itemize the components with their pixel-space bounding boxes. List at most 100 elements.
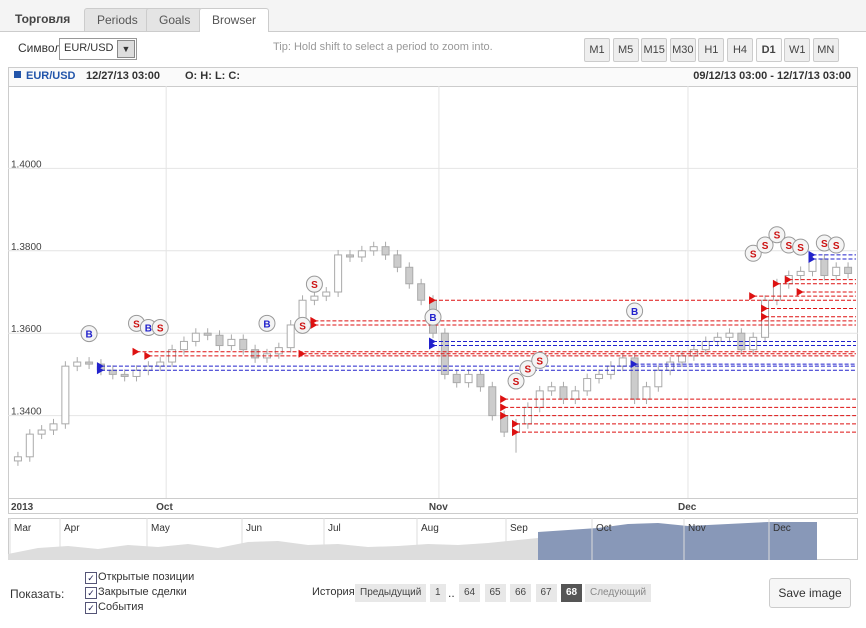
month-label: Jul — [328, 523, 341, 534]
trade-arrow — [808, 255, 816, 264]
page-button[interactable]: 66 — [510, 584, 532, 602]
candle-body — [547, 386, 556, 392]
trade-marker[interactable] — [792, 238, 810, 256]
page-button[interactable]: 68 — [561, 584, 583, 602]
timeframe-button[interactable]: M5 — [612, 38, 639, 62]
candle-body — [630, 357, 639, 400]
page-button[interactable]: 64 — [459, 584, 481, 602]
trade-arrow — [630, 360, 638, 369]
trade-marker[interactable] — [768, 226, 786, 244]
trade-arrow — [761, 304, 769, 313]
trade-arrow — [796, 288, 804, 296]
page-button[interactable]: 65 — [484, 584, 506, 602]
candle-body — [571, 390, 580, 400]
candle-body — [156, 361, 165, 367]
prev-button[interactable]: Предыдущий — [355, 584, 427, 602]
trade-marker[interactable] — [744, 244, 762, 262]
marker-label: S — [797, 243, 804, 254]
checkbox-label: События — [98, 601, 144, 613]
timeframe-button[interactable]: D1 — [755, 38, 782, 62]
checkbox[interactable]: ✓ — [85, 587, 97, 599]
symbol-label: Символ — [18, 41, 62, 55]
y-tick-label: 1.3400 — [11, 407, 42, 418]
trade-marker[interactable] — [305, 275, 323, 293]
checkbox[interactable]: ✓ — [85, 602, 97, 614]
candle-body — [108, 369, 117, 375]
symbol-value: EUR/USD — [64, 42, 114, 54]
trade-marker[interactable] — [519, 360, 537, 378]
page-button[interactable]: 1 — [430, 584, 446, 602]
tab[interactable]: Browser — [199, 8, 270, 32]
timeframe-button[interactable]: M1 — [584, 38, 610, 62]
timeframe-button[interactable]: M30 — [669, 38, 696, 62]
candle-body — [322, 291, 331, 297]
month-label: Dec — [773, 523, 791, 534]
trade-marker[interactable] — [626, 302, 644, 320]
trade-marker[interactable] — [294, 316, 312, 334]
trade-marker[interactable] — [531, 351, 549, 369]
candle-body — [796, 270, 805, 277]
candle-body — [618, 357, 627, 367]
month-label: Sep — [510, 523, 528, 534]
month-label: Nov — [688, 523, 706, 534]
tab[interactable]: Goals — [146, 8, 204, 31]
timeframe-button[interactable]: H1 — [698, 38, 725, 62]
trade-marker[interactable] — [756, 236, 774, 254]
header-time: 12/27/13 03:00 — [86, 70, 161, 82]
ellipsis: .. — [448, 586, 455, 600]
symbol-icon — [14, 71, 21, 78]
trade-marker[interactable] — [258, 314, 276, 332]
candle-body — [132, 369, 141, 377]
header-range: 09/12/13 03:00 - 12/17/13 03:00 — [693, 70, 851, 82]
candle-body — [725, 332, 734, 338]
tab[interactable]: Periods — [84, 8, 151, 31]
candle-body — [25, 433, 34, 458]
candle-body — [405, 266, 414, 285]
timeframe-button[interactable]: H4 — [727, 38, 753, 62]
trade-arrow — [772, 279, 780, 288]
header-ohlc: O: H: L: C: — [185, 70, 240, 82]
timeframe-button[interactable]: W1 — [784, 38, 811, 62]
candle-body — [61, 365, 70, 425]
timeframe-button[interactable]: MN — [812, 38, 839, 62]
candle-body — [464, 373, 473, 384]
marker-label: S — [821, 239, 828, 250]
trade-arrow — [761, 312, 769, 321]
next-button[interactable]: Следующий — [585, 584, 652, 602]
checkbox[interactable]: ✓ — [85, 572, 97, 584]
app-title: Торговля — [15, 12, 71, 26]
marker-label: S — [785, 241, 792, 252]
trade-arrow — [512, 428, 520, 437]
page-button[interactable]: 67 — [535, 584, 557, 602]
candle-body — [488, 386, 497, 417]
trade-marker[interactable] — [507, 372, 525, 390]
marker-label: B — [631, 307, 638, 318]
navigator-selection[interactable] — [538, 522, 817, 560]
candle-body — [393, 254, 402, 268]
trade-arrow — [429, 341, 436, 350]
tip: Tip: Hold shift to select a period to zo… — [273, 41, 493, 53]
marker-label: S — [157, 323, 164, 334]
marker-label: S — [311, 280, 318, 291]
checkbox-label: Закрытые сделки — [98, 586, 187, 598]
dropdown-arrow[interactable]: ▼ — [117, 40, 135, 58]
candle-body — [452, 373, 461, 384]
trade-arrow — [500, 411, 508, 420]
trade-marker[interactable] — [80, 325, 98, 343]
marker-label: B — [145, 323, 152, 334]
trade-arrow — [298, 349, 306, 358]
timeframe-button[interactable]: M15 — [641, 38, 668, 62]
trade-arrow — [144, 351, 152, 360]
chart-header: EUR/USD 12/27/13 03:00 O: H: L: C: 09/12… — [8, 67, 858, 87]
save-button[interactable]: Save image — [769, 578, 851, 608]
symbol-select[interactable]: EUR/USD ▼ — [59, 38, 137, 60]
show-label: Показать: — [10, 587, 65, 601]
navigator[interactable]: Mar Apr May Jun Jul Aug Sep Oct Nov Dec — [8, 518, 858, 560]
trade-marker[interactable] — [827, 236, 845, 254]
trade-marker[interactable] — [424, 308, 442, 326]
candle-body — [13, 456, 22, 462]
marker-label: S — [133, 319, 140, 330]
marker-label: S — [513, 377, 520, 388]
checkbox-label: Открытые позиции — [98, 571, 195, 583]
trade-marker[interactable] — [151, 318, 169, 336]
